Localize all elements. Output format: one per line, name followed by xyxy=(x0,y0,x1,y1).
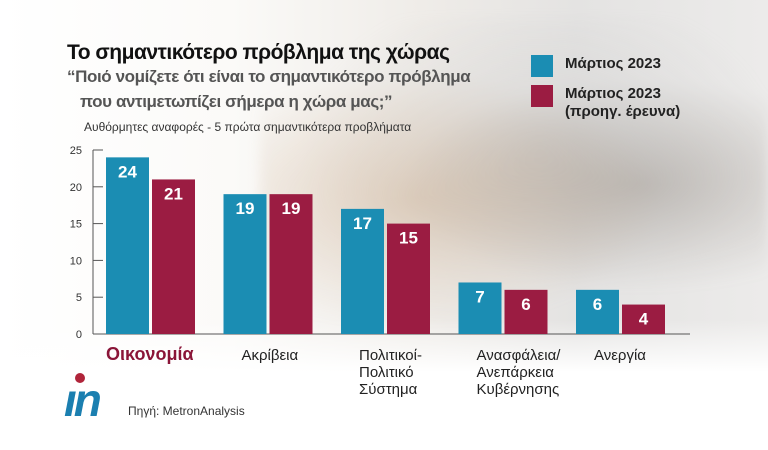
question-line-1: “Ποιό νομίζετε ότι είναι το σημαντικότερ… xyxy=(67,67,471,86)
bar xyxy=(387,223,430,334)
background-fade xyxy=(0,320,768,450)
x-category-label: Κυβέρνησης xyxy=(477,381,560,398)
bar xyxy=(106,157,149,334)
chart-note: Αυθόρμητες αναφορές - 5 πρώτα σημαντικότ… xyxy=(84,120,412,134)
x-category-label: Ανεργία xyxy=(594,347,646,364)
x-category-label: Ακρίβεια xyxy=(242,347,299,364)
y-tick-label: 20 xyxy=(70,182,82,194)
x-category-label: Ανασφάλεια/ xyxy=(477,347,562,364)
legend-item-2: Μάρτιος 2023 (προηγ. έρευνα) xyxy=(531,85,717,121)
chart-title: Το σημαντικότερο πρόβλημα της χώρας xyxy=(67,41,450,64)
legend-item-1: Μάρτιος 2023 xyxy=(531,55,661,77)
y-tick-label: 5 xyxy=(76,292,82,304)
bar xyxy=(269,194,313,334)
data-label: 4 xyxy=(639,310,649,329)
question-line-2: που αντιμετωπίζει σήμερα η χώρα μας;” xyxy=(80,92,393,111)
x-category-label: Πολιτικοί- xyxy=(359,347,422,364)
logo-text: ın xyxy=(64,374,101,426)
y-tick-label: 10 xyxy=(70,255,82,267)
logo-dot xyxy=(75,373,85,383)
data-label: 19 xyxy=(236,199,255,218)
y-tick-label: 0 xyxy=(76,329,82,341)
bar xyxy=(341,208,384,334)
bar xyxy=(622,304,665,334)
bar xyxy=(152,179,195,334)
x-category-label: Πολιτικό xyxy=(359,364,414,381)
legend-label: Μάρτιος 2023 xyxy=(565,55,661,72)
data-label: 19 xyxy=(282,199,301,218)
data-label: 17 xyxy=(353,214,372,233)
bar xyxy=(504,289,548,334)
data-label: 7 xyxy=(475,287,484,306)
data-label: 24 xyxy=(118,162,137,181)
x-category-label: Οικονομία xyxy=(106,344,194,364)
bar xyxy=(223,194,267,334)
y-tick-label: 15 xyxy=(70,219,82,231)
x-category-label: Ανεπάρκεια xyxy=(477,364,555,381)
legend-swatch-red xyxy=(531,85,553,107)
y-tick-label: 25 xyxy=(70,145,82,157)
bar xyxy=(576,289,619,334)
data-label: 15 xyxy=(399,229,418,248)
data-label: 6 xyxy=(593,295,602,314)
legend-swatch-blue xyxy=(531,55,553,77)
source-text: Πηγή: MetronAnalysis xyxy=(128,404,245,418)
legend-label: Μάρτιος 2023 (προηγ. έρευνα) xyxy=(565,85,681,120)
bar xyxy=(458,282,502,334)
x-category-label: Σύστημα xyxy=(359,381,418,398)
data-label: 21 xyxy=(164,184,183,203)
data-label: 6 xyxy=(521,295,530,314)
